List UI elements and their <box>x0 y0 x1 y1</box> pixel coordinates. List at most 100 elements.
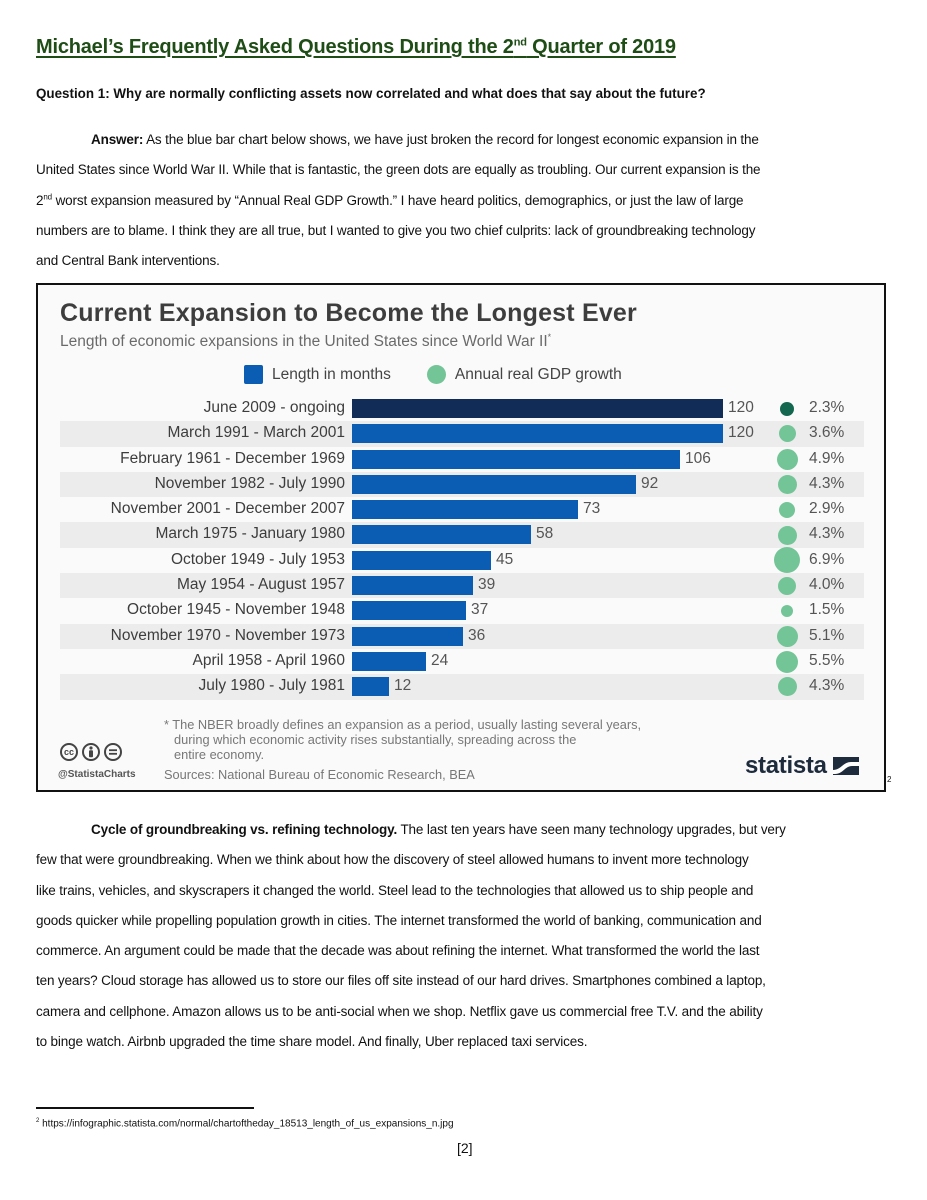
bar-value-label: 92 <box>641 474 659 492</box>
gdp-growth-dot <box>778 425 796 443</box>
category-label: October 1945 - November 1948 <box>127 601 345 619</box>
chart-row: October 1949 - July 1953 45 6.9% <box>60 547 864 574</box>
category-label: May 1954 - August 1957 <box>176 576 345 594</box>
statista-chart: Current Expansion to Become the Longest … <box>36 283 886 792</box>
statista-handle: @StatistaCharts <box>58 769 136 780</box>
gdp-growth-dot <box>777 474 797 494</box>
chart-row: July 1980 - July 1981 12 4.3% <box>60 674 864 700</box>
statista-logo: statista <box>745 752 859 780</box>
legend-label-gdp: Annual real GDP growth <box>454 365 622 383</box>
technology-paragraph: Cycle of groundbreaking vs. refining tec… <box>36 822 786 1050</box>
bar-length-months <box>352 550 491 570</box>
chart-row: November 1982 - July 1990 92 4.3% <box>60 471 864 498</box>
gdp-growth-label: 5.1% <box>809 626 845 644</box>
statista-logo-icon <box>832 757 859 775</box>
footnote-url[interactable]: https://infographic.statista.com/normal/… <box>39 1118 454 1130</box>
gdp-growth-dot <box>778 576 796 595</box>
gdp-growth-dot <box>776 625 798 647</box>
gdp-growth-label: 3.6% <box>809 424 845 442</box>
footnote-marker: 2 <box>887 775 892 784</box>
section-lead: Cycle of groundbreaking vs. refining tec… <box>91 822 398 837</box>
chart-sources: Sources: National Bureau of Economic Res… <box>164 767 475 782</box>
cc-icon: cc <box>60 743 78 761</box>
chart-row: May 1954 - August 1957 39 4.0% <box>60 573 864 599</box>
bar-value-label: 45 <box>496 550 514 568</box>
bar-value-label: 58 <box>536 525 554 543</box>
chart-row: February 1961 - December 1969 106 4.9% <box>60 447 864 472</box>
gdp-growth-dot <box>776 650 798 673</box>
gdp-growth-label: 4.9% <box>809 449 845 467</box>
bar-value-label: 12 <box>394 677 412 695</box>
gdp-growth-dot <box>776 448 798 470</box>
bar-value-label: 73 <box>583 500 601 518</box>
gdp-growth-dot <box>777 677 797 697</box>
bar-length-months <box>352 500 578 520</box>
legend-label-months: Length in months <box>272 365 391 383</box>
bar-length-months <box>352 399 723 418</box>
bar-value-label: 24 <box>431 651 449 669</box>
chart-row: November 1970 - November 1973 36 5.1% <box>60 623 864 649</box>
gdp-growth-label: 4.3% <box>809 474 845 492</box>
gdp-growth-label: 1.5% <box>809 601 845 619</box>
bar-value-label: 106 <box>685 449 711 467</box>
gdp-growth-label: 4.3% <box>809 677 845 695</box>
category-label: April 1958 - April 1960 <box>192 651 345 669</box>
bar-length-months <box>352 576 473 596</box>
gdp-growth-label: 4.0% <box>809 576 845 594</box>
gdp-growth-dot <box>779 501 795 518</box>
category-label: October 1949 - July 1953 <box>170 550 345 568</box>
bar-value-label: 39 <box>478 576 496 594</box>
chart-row: November 2001 - December 2007 73 2.9% <box>60 497 864 522</box>
chart-row: March 1991 - March 2001 120 3.6% <box>60 421 864 447</box>
chart-legend: Length in months Annual real GDP growth <box>244 365 622 384</box>
bar-length-months <box>352 626 463 646</box>
legend-swatch-months <box>244 365 263 384</box>
category-label: February 1961 - December 1969 <box>120 449 345 467</box>
gdp-growth-dot <box>774 547 800 574</box>
chart-row: March 1975 - January 1980 58 4.3% <box>60 522 864 548</box>
category-label: March 1975 - January 1980 <box>155 525 345 543</box>
bar-value-label: 120 <box>728 399 754 416</box>
gdp-growth-dot <box>780 401 794 416</box>
bar-length-months <box>352 651 426 671</box>
gdp-growth-dot <box>777 525 797 545</box>
bar-value-label: 37 <box>471 601 489 619</box>
category-label: July 1980 - July 1981 <box>198 677 345 695</box>
chart-subtitle: Length of economic expansions in the Uni… <box>60 332 552 351</box>
chart-note: * The NBER broadly defines an expansion … <box>164 717 642 762</box>
chart-row: October 1945 - November 1948 37 1.5% <box>60 598 864 623</box>
gdp-growth-dot <box>781 604 793 617</box>
category-label: November 1970 - November 1973 <box>110 626 345 644</box>
bar-length-months <box>352 449 680 469</box>
no-derivatives-icon <box>104 743 122 761</box>
category-label: March 1991 - March 2001 <box>167 424 345 442</box>
chart-rows: June 2009 - ongoing 120 2.3% March 1991 - M… <box>60 396 864 700</box>
chart-row: June 2009 - ongoing 120 2.3% <box>60 396 864 421</box>
page-number: [2] <box>457 1140 473 1156</box>
bar-length-months <box>352 525 531 545</box>
chart-title: Current Expansion to Become the Longest … <box>60 299 637 327</box>
footnote-divider <box>36 1107 254 1109</box>
footnote: 2 https://infographic.statista.com/norma… <box>36 1118 454 1130</box>
gdp-growth-label: 5.5% <box>809 651 845 669</box>
bar-length-months <box>352 677 389 697</box>
license-icons: cc <box>60 743 122 761</box>
question-heading: Question 1: Why are normally conflicting… <box>36 86 706 101</box>
document-title: Michael’s Frequently Asked Questions Dur… <box>36 36 676 58</box>
legend-swatch-gdp <box>426 365 446 384</box>
category-label: November 1982 - July 1990 <box>154 474 345 492</box>
chart-row: April 1958 - April 1960 24 5.5% <box>60 649 864 674</box>
bar-length-months <box>352 601 466 621</box>
answer-lead: Answer: <box>91 132 144 147</box>
gdp-growth-label: 6.9% <box>809 550 845 568</box>
category-label: November 2001 - December 2007 <box>110 500 345 518</box>
gdp-growth-label: 4.3% <box>809 525 845 543</box>
attribution-icon <box>82 743 100 761</box>
gdp-growth-label: 2.3% <box>809 399 845 416</box>
gdp-growth-label: 2.9% <box>809 500 845 518</box>
bar-value-label: 120 <box>728 424 754 442</box>
bar-value-label: 36 <box>468 626 486 644</box>
bar-length-months <box>352 474 636 494</box>
answer-paragraph: Answer: As the blue bar chart below show… <box>36 132 761 269</box>
category-label: June 2009 - ongoing <box>203 399 345 416</box>
